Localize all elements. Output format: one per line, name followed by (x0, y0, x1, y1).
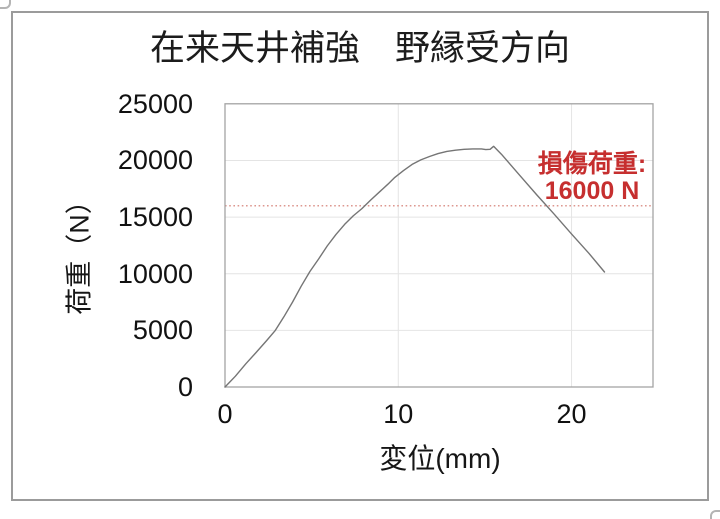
page-border (11, 11, 709, 501)
corner-artifact-top-left (0, 0, 11, 9)
y-tick-label: 0 (177, 372, 193, 402)
x-tick-label: 0 (217, 399, 233, 429)
y-tick-label: 25000 (117, 88, 193, 119)
chart-title: 在来天井補強 野縁受方向 (149, 29, 570, 68)
data-curve (224, 145, 606, 388)
annotation-line-2: 16000 N (544, 177, 640, 205)
damage-load-annotation: 損傷荷重: 16000 N (482, 151, 702, 205)
x-axis-title: 変位(mm) (379, 443, 501, 474)
y-tick-label: 10000 (117, 258, 193, 289)
corner-artifact-bottom-right (710, 510, 720, 519)
y-tick-label: 5000 (132, 315, 193, 346)
y-tick-label: 15000 (117, 202, 193, 233)
annotation-line-1: 損傷荷重: (537, 150, 647, 178)
x-tick-label: 10 (383, 399, 414, 429)
plot-border (224, 103, 654, 388)
y-tick-label: 20000 (117, 145, 193, 176)
x-tick-label: 20 (556, 399, 587, 429)
